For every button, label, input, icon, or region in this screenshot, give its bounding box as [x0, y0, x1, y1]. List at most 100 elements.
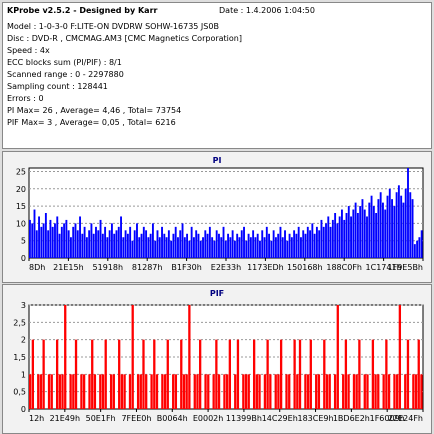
- pif-bar: [42, 339, 45, 409]
- pi-bar: [38, 216, 40, 258]
- pif-bar: [263, 374, 267, 409]
- pi-bar: [368, 202, 371, 258]
- pi-bar: [106, 237, 109, 258]
- pi-bar: [69, 237, 72, 258]
- pi-bar: [338, 216, 341, 258]
- pi-bar: [188, 240, 191, 258]
- pi-bar: [208, 226, 211, 258]
- pi-bar: [133, 230, 136, 258]
- pi-bar: [222, 226, 225, 258]
- pif-x-tick-label: 1BD6E2h: [333, 414, 370, 423]
- pi-bar: [151, 223, 154, 258]
- pi-bar: [388, 188, 391, 258]
- pif-bar: [382, 374, 385, 409]
- pi-bar: [413, 244, 416, 258]
- pi-bar: [140, 233, 143, 258]
- pi-bar: [197, 233, 200, 258]
- pi-bar: [72, 226, 75, 258]
- pif-bar: [226, 374, 229, 409]
- pif-bar: [296, 374, 299, 409]
- pif-bar: [128, 374, 132, 409]
- pi-bar: [213, 240, 216, 258]
- pif-bar: [166, 339, 169, 409]
- pi-bar: [63, 223, 66, 258]
- pif-bar: [185, 374, 188, 409]
- pi-bar: [315, 226, 318, 258]
- pi-bar: [85, 237, 88, 258]
- pi-bar: [113, 233, 116, 258]
- pi-bar: [320, 219, 323, 258]
- pi-bar: [51, 226, 54, 258]
- scan-info-panel: KProbe v2.5.2 - Designed by Karr Date : …: [2, 2, 432, 149]
- pi-x-tick-label: E2E33h: [211, 263, 241, 272]
- pif-bar: [212, 374, 215, 409]
- pif-y-tick-label: 2,5: [13, 318, 26, 327]
- pif-bar: [358, 339, 361, 409]
- pi-bar: [161, 226, 163, 258]
- pi-bar: [366, 216, 368, 258]
- pi-bar: [220, 237, 223, 258]
- scan-date: Date : 1.4.2006 1:04:50: [219, 6, 315, 15]
- pi-bar: [131, 240, 134, 258]
- pif-bar: [188, 305, 191, 409]
- pi-bar: [115, 230, 118, 258]
- pi-bar: [90, 223, 93, 258]
- pi-bar: [156, 230, 159, 258]
- pi-bar: [336, 223, 339, 258]
- pif-bar: [414, 374, 418, 409]
- pif-bar: [274, 374, 277, 409]
- pif-bar: [393, 374, 396, 409]
- pi-bar: [293, 230, 296, 258]
- pi-chart: 0 5 10 15 20 25 8Dh 21E15h 51918h 81287h B1F30h E2E…: [16, 167, 424, 272]
- pi-bar: [284, 230, 286, 258]
- pif-bar: [420, 374, 423, 409]
- pif-bar: [31, 339, 34, 409]
- pi-bar: [138, 237, 141, 258]
- pi-bar: [404, 188, 407, 258]
- pif-bar: [404, 374, 407, 409]
- pi-bar: [277, 233, 280, 258]
- pi-bar: [341, 209, 343, 258]
- pi-bar: [268, 233, 271, 258]
- pif-bar: [64, 305, 67, 409]
- pif-x-tick-label: B0064h: [157, 414, 188, 423]
- pi-bar: [288, 233, 291, 258]
- pi-bar: [306, 226, 309, 258]
- pi-x-tick-label: 8Dh: [29, 263, 45, 272]
- pif-bar: [120, 374, 124, 409]
- pi-bar: [215, 230, 218, 258]
- pi-bar: [40, 226, 43, 258]
- errors-line: Errors : 0: [7, 94, 44, 103]
- pi-bar: [370, 195, 373, 258]
- pi-bar: [42, 223, 45, 258]
- pi-bar: [47, 230, 50, 258]
- pif-bar: [363, 374, 366, 409]
- pi-bar: [190, 226, 193, 258]
- pi-bar: [256, 233, 259, 258]
- pif-bar: [412, 374, 415, 409]
- pi-bar: [375, 213, 378, 258]
- pif-bar: [182, 374, 186, 409]
- pi-bar: [108, 230, 111, 258]
- pif-bar: [174, 374, 178, 409]
- pif-x-tick-label: 12h: [29, 414, 44, 423]
- pif-bar: [344, 339, 348, 409]
- pif-bar: [204, 374, 207, 409]
- pi-bar: [281, 237, 284, 258]
- pi-bar: [231, 230, 234, 258]
- pif-bar: [387, 374, 391, 409]
- pi-bar: [183, 237, 186, 258]
- pif-bar: [58, 374, 61, 409]
- pi-bar: [325, 223, 327, 258]
- pi-bar: [49, 219, 52, 258]
- pif-bar: [47, 374, 51, 409]
- pi-x-tick-label: 1173EDh: [247, 263, 284, 272]
- pi-bar: [129, 226, 132, 258]
- pi-y-tick-label: 10: [16, 219, 26, 228]
- pif-x-tick-label: 7FEE0h: [121, 414, 151, 423]
- pif-bar: [385, 339, 388, 409]
- pi-bar: [124, 230, 127, 258]
- pif-x-tick-label: E0002h: [193, 414, 223, 423]
- pi-bar: [224, 240, 227, 258]
- pif-bar: [374, 374, 377, 409]
